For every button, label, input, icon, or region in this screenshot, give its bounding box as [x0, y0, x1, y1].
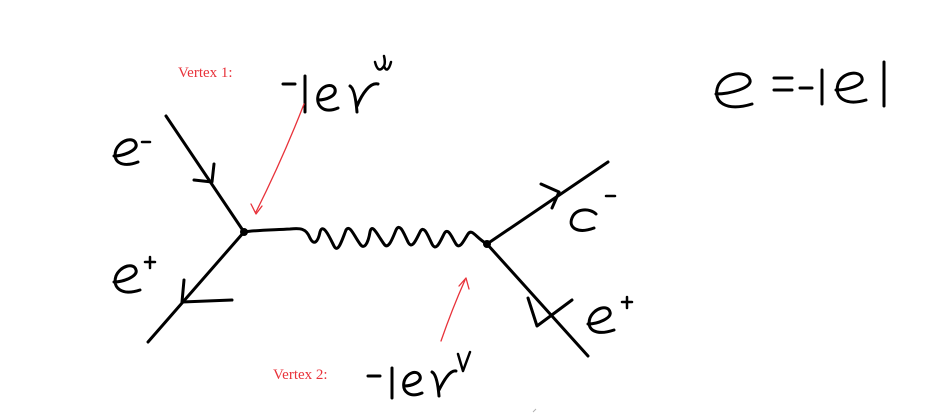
label-incoming-positron: [112, 255, 157, 294]
vertex-1-dot: [240, 228, 248, 236]
label-incoming-electron: [112, 138, 152, 166]
vertex-2-label: Vertex 2:: [273, 367, 328, 383]
stray-mark: [532, 408, 537, 413]
vertex-2-pointer: [440, 277, 470, 342]
vertex-2-dot: [483, 240, 491, 248]
vertex-2-factor: [366, 350, 472, 400]
label-outgoing-electron: [569, 194, 617, 232]
incoming-electron-line: [164, 114, 246, 234]
incoming-positron-line: [146, 230, 246, 344]
photon-propagator: [242, 225, 489, 250]
vertex-1-factor: [281, 54, 393, 114]
vertex-1-pointer: [250, 103, 305, 215]
charge-relation: [714, 60, 886, 109]
vertex-1-label: Vertex 1:: [178, 65, 233, 81]
outgoing-positron-line: [485, 242, 590, 358]
label-outgoing-positron: [586, 295, 634, 334]
outgoing-electron-line: [485, 160, 610, 246]
